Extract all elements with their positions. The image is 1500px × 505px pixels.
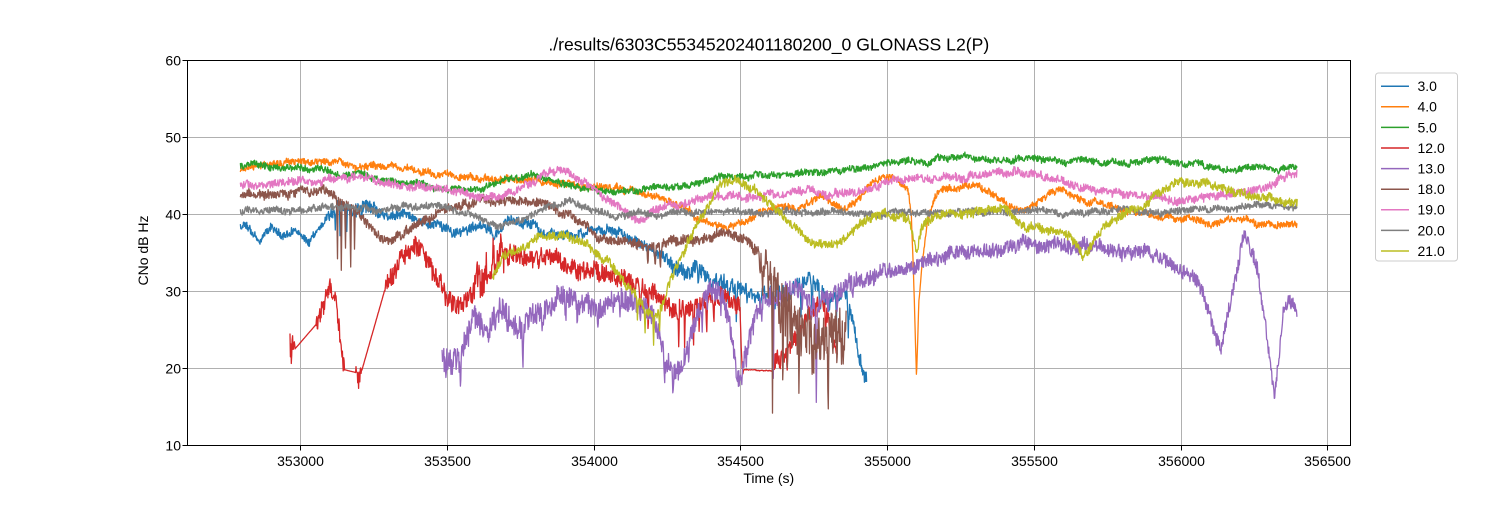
svg-text:40: 40 <box>165 206 181 222</box>
svg-text:18.0: 18.0 <box>1418 181 1445 197</box>
svg-text:20: 20 <box>165 360 181 376</box>
svg-text:354500: 354500 <box>717 453 764 469</box>
svg-text:4.0: 4.0 <box>1418 99 1438 115</box>
svg-text:356500: 356500 <box>1304 453 1351 469</box>
svg-text:./results/6303C553452024011802: ./results/6303C55345202401180200_0 GLONA… <box>548 35 989 56</box>
svg-text:12.0: 12.0 <box>1418 140 1445 156</box>
svg-text:5.0: 5.0 <box>1418 119 1438 135</box>
svg-text:30: 30 <box>165 283 181 299</box>
svg-text:355000: 355000 <box>864 453 911 469</box>
svg-text:3.0: 3.0 <box>1418 78 1438 94</box>
svg-text:10: 10 <box>165 437 181 453</box>
svg-text:19.0: 19.0 <box>1418 202 1445 218</box>
svg-text:353000: 353000 <box>277 453 324 469</box>
svg-text:50: 50 <box>165 129 181 145</box>
svg-text:353500: 353500 <box>424 453 471 469</box>
svg-text:60: 60 <box>165 52 181 68</box>
svg-text:Time (s): Time (s) <box>743 470 794 486</box>
svg-text:355500: 355500 <box>1011 453 1058 469</box>
svg-text:13.0: 13.0 <box>1418 161 1445 177</box>
svg-text:354000: 354000 <box>571 453 618 469</box>
svg-text:CNo dB Hz: CNo dB Hz <box>135 215 151 285</box>
svg-text:356000: 356000 <box>1158 453 1205 469</box>
svg-text:20.0: 20.0 <box>1418 222 1445 238</box>
svg-text:21.0: 21.0 <box>1418 243 1445 259</box>
